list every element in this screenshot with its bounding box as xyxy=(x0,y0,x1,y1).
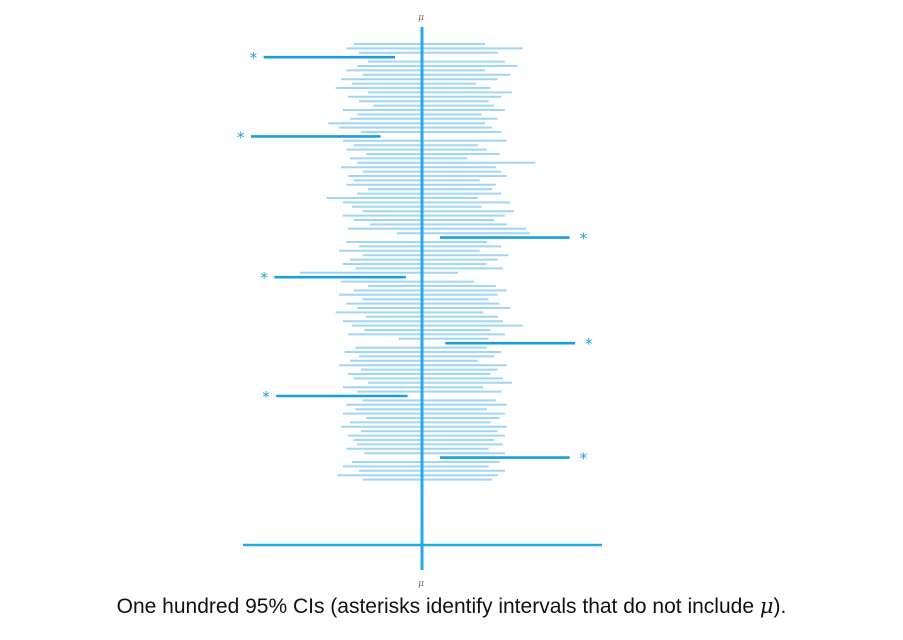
asterisk-marker: * xyxy=(250,49,258,67)
caption-mu-symbol: μ xyxy=(759,594,774,618)
mu-label-top: μ xyxy=(418,13,424,23)
figure-caption: One hundred 95% CIs (asterisks identify … xyxy=(0,594,903,619)
asterisk-marker: * xyxy=(262,388,270,406)
asterisk-marker: * xyxy=(237,128,245,146)
asterisk-marker: * xyxy=(580,450,588,468)
caption-text-after: ). xyxy=(773,595,787,618)
interval-group: * * * * * * * xyxy=(237,43,593,481)
caption-text-before: One hundred 95% CIs (asterisks identify … xyxy=(116,595,760,618)
asterisk-marker: * xyxy=(580,230,588,248)
asterisk-marker: * xyxy=(260,269,268,287)
mu-label-bottom: μ xyxy=(418,579,424,589)
asterisk-marker: * xyxy=(585,335,593,353)
